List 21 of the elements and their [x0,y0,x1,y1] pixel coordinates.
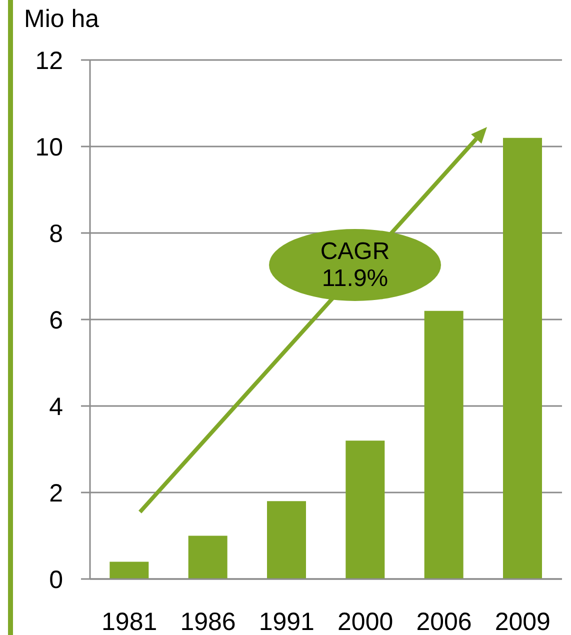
y-tick-label: 8 [49,220,63,248]
bar [110,562,149,579]
bar [424,310,464,579]
x-tick-label: 2009 [494,608,550,635]
annotation: CAGR 11.9% [319,238,391,292]
y-axis-title: Mio ha [24,5,100,33]
y-tick-label: 4 [49,392,64,421]
bar [267,501,306,579]
x-tick-label: 1981 [102,608,158,635]
x-tick-label: 2000 [338,608,394,635]
x-tick-label: 1986 [180,608,236,635]
bar [503,138,542,579]
y-tick-label: 6 [49,306,63,334]
bar [188,536,228,579]
y-tick-label: 10 [35,133,63,162]
x-tick-label: 1991 [258,608,314,635]
y-tick-label: 2 [49,479,63,508]
y-tick-label: 0 [49,566,63,594]
x-tick-label: 2006 [416,608,472,635]
y-tick-label: 12 [35,46,63,75]
bar [346,440,385,579]
